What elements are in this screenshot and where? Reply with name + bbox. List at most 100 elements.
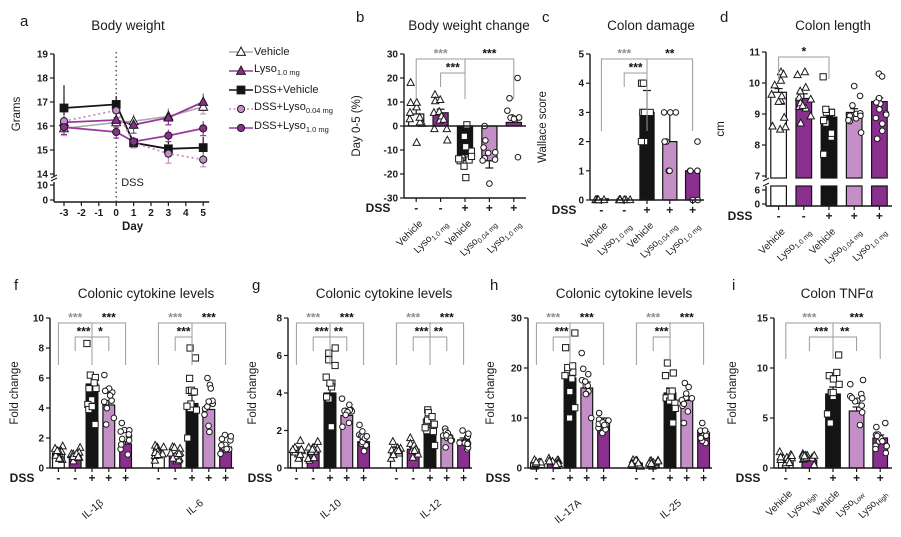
svg-text:5: 5 bbox=[578, 50, 584, 61]
significance-stars: *** bbox=[580, 311, 594, 325]
panel-b-ylabel: Day 0-5 (%) bbox=[351, 95, 363, 157]
dss-sign: - bbox=[634, 471, 638, 485]
significance-stars: *** bbox=[315, 325, 329, 339]
svg-text:-20: -20 bbox=[384, 170, 399, 181]
svg-text:4: 4 bbox=[276, 389, 282, 400]
dss-sign: - bbox=[622, 203, 626, 217]
dss-sign: + bbox=[461, 201, 468, 215]
significance-stars: *** bbox=[646, 311, 660, 325]
dss-sign: + bbox=[460, 471, 467, 485]
legend-item-dss-lyso: DSS+Lyso1.0 mg bbox=[228, 118, 358, 137]
svg-text:0: 0 bbox=[754, 200, 760, 211]
svg-text:3: 3 bbox=[166, 208, 172, 219]
dss-sign: - bbox=[311, 471, 315, 485]
significance-stars: *** bbox=[629, 61, 643, 75]
dss-sign: + bbox=[360, 471, 367, 485]
dss-row-label: DSS bbox=[736, 471, 761, 485]
legend-label: Vehicle bbox=[254, 45, 290, 58]
panel-a-xlabel: Day bbox=[122, 221, 144, 233]
legend-label: DSS+Lyso1.0 mg bbox=[254, 120, 329, 135]
panel-letter-f: f bbox=[14, 277, 19, 294]
svg-text:0: 0 bbox=[113, 208, 119, 219]
svg-text:19: 19 bbox=[37, 50, 49, 61]
svg-text:6: 6 bbox=[276, 351, 282, 362]
dss-sign: + bbox=[829, 471, 836, 485]
svg-text:0: 0 bbox=[762, 464, 768, 475]
dss-sign: - bbox=[599, 203, 603, 217]
dss-sign: + bbox=[188, 471, 195, 485]
svg-text:0: 0 bbox=[578, 196, 584, 207]
dss-sign: + bbox=[205, 471, 212, 485]
svg-text:-3: -3 bbox=[60, 208, 69, 219]
dss-sign: + bbox=[486, 201, 493, 215]
panel-letter-b: b bbox=[356, 9, 364, 26]
dss-sign: - bbox=[294, 471, 298, 485]
significance-stars: *** bbox=[340, 311, 354, 325]
svg-text:-1: -1 bbox=[94, 208, 103, 219]
panel-letter-d: d bbox=[720, 9, 728, 26]
svg-text:30: 30 bbox=[511, 314, 523, 325]
panel-c-ylabel: Wallace score bbox=[537, 91, 549, 163]
group-label: IL-12 bbox=[418, 497, 444, 522]
dss-sign: + bbox=[825, 209, 832, 223]
significance-stars: *** bbox=[850, 311, 864, 325]
dss-sign: - bbox=[173, 471, 177, 485]
svg-text:2: 2 bbox=[578, 137, 584, 148]
dss-sign: + bbox=[851, 209, 858, 223]
dss-row-label: DSS bbox=[366, 201, 391, 215]
significance-stars: *** bbox=[446, 61, 460, 75]
panel-letter-g: g bbox=[252, 277, 260, 294]
panel-c-title: Colon damage bbox=[607, 18, 695, 33]
panel-h-title: Colonic cytokine levels bbox=[556, 286, 693, 301]
significance-stars: *** bbox=[168, 311, 182, 325]
significance-stars: *** bbox=[617, 47, 631, 61]
group-label: IL-1β bbox=[80, 497, 106, 522]
panel-f-colonic-cytokines-chart: f Colonic cytokine levels Fold change 0 2 4 6 8… bbox=[9, 277, 235, 522]
dss-sign: + bbox=[666, 471, 673, 485]
significance-stars: *** bbox=[102, 311, 116, 325]
svg-text:10: 10 bbox=[387, 98, 399, 109]
dss-sign: + bbox=[643, 203, 650, 217]
panel-letter-i: i bbox=[732, 277, 735, 294]
dss-row-label: DSS bbox=[248, 471, 273, 485]
svg-text:8: 8 bbox=[276, 314, 282, 325]
panel-b-title: Body weight change bbox=[408, 18, 530, 33]
dss-sign: + bbox=[122, 471, 129, 485]
svg-text:10: 10 bbox=[511, 414, 523, 425]
dss-sign: + bbox=[105, 471, 112, 485]
svg-text:2: 2 bbox=[276, 426, 282, 437]
dss-sign: + bbox=[689, 203, 696, 217]
svg-text:-10: -10 bbox=[384, 146, 399, 157]
panel-g-title: Colonic cytokine levels bbox=[316, 286, 453, 301]
svg-text:16: 16 bbox=[37, 122, 49, 133]
dss-sign: + bbox=[426, 471, 433, 485]
dss-sign: - bbox=[414, 201, 418, 215]
significance-stars: *** bbox=[406, 311, 420, 325]
svg-text:3: 3 bbox=[578, 108, 584, 119]
group-label: IL-6 bbox=[184, 497, 206, 518]
significance-stars: * bbox=[98, 325, 103, 339]
significance-stars: *** bbox=[814, 325, 828, 339]
svg-text:5: 5 bbox=[762, 414, 768, 425]
x-axis-label: Lyso1.0 mg bbox=[664, 220, 703, 259]
panel-f-ylabel: Fold change bbox=[9, 361, 21, 424]
dss-sign: - bbox=[784, 471, 788, 485]
significance-stars: *** bbox=[655, 325, 669, 339]
dss-sign: - bbox=[534, 471, 538, 485]
significance-stars: *** bbox=[415, 325, 429, 339]
significance-stars: *** bbox=[680, 311, 694, 325]
square-filled-legend-marker-icon bbox=[229, 85, 253, 94]
dss-sign: - bbox=[551, 471, 555, 485]
dss-sign: + bbox=[600, 471, 607, 485]
svg-text:0: 0 bbox=[42, 196, 48, 207]
svg-text:20: 20 bbox=[511, 364, 523, 375]
panel-letter-c: c bbox=[542, 9, 550, 26]
dss-sign: + bbox=[88, 471, 95, 485]
svg-text:0: 0 bbox=[38, 464, 44, 475]
dss-sign: + bbox=[583, 471, 590, 485]
dss-row-label: DSS bbox=[486, 471, 511, 485]
group-label: IL-25 bbox=[658, 497, 684, 522]
